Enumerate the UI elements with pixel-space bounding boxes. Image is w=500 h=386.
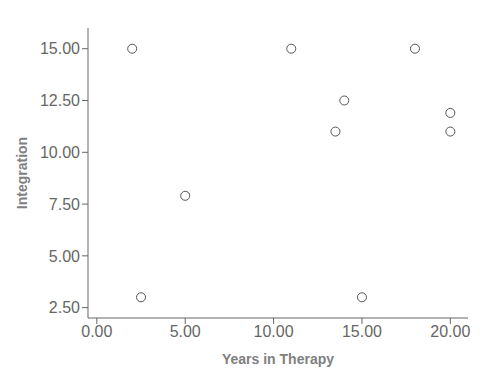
svg-text:7.50: 7.50 xyxy=(49,196,80,213)
svg-text:0.00: 0.00 xyxy=(81,323,112,340)
svg-text:5.00: 5.00 xyxy=(170,323,201,340)
svg-text:5.00: 5.00 xyxy=(49,248,80,265)
svg-text:2.50: 2.50 xyxy=(49,299,80,316)
svg-text:Years in Therapy: Years in Therapy xyxy=(222,351,334,367)
svg-text:15.00: 15.00 xyxy=(40,40,80,57)
svg-text:Integration: Integration xyxy=(14,137,30,209)
svg-text:10.00: 10.00 xyxy=(254,323,294,340)
svg-text:12.50: 12.50 xyxy=(40,92,80,109)
svg-text:10.00: 10.00 xyxy=(40,144,80,161)
svg-text:15.00: 15.00 xyxy=(342,323,382,340)
svg-text:20.00: 20.00 xyxy=(430,323,470,340)
